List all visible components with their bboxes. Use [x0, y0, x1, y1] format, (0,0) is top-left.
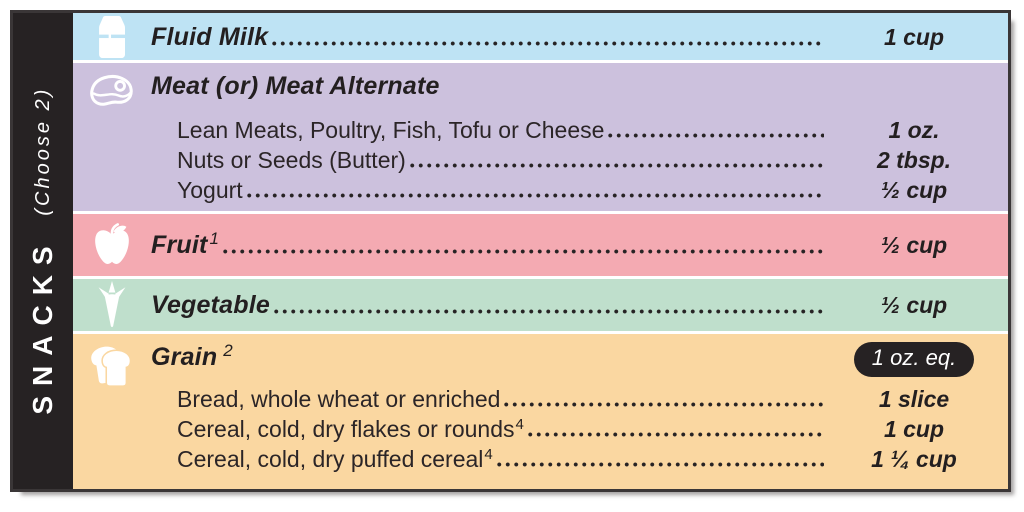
vegetable-line: Vegetable ½ cup — [151, 289, 998, 321]
leader-dots — [407, 163, 824, 168]
footnote-marker: 1 — [209, 229, 220, 248]
carrot-icon — [96, 281, 128, 329]
fluid-milk-line: Fluid Milk 1 cup — [151, 21, 998, 53]
row-content: Fluid Milk 1 cup — [151, 13, 1008, 60]
sidebar-title: SNACKS — [27, 236, 58, 415]
row-content: Grain 2 1 oz. eq. Bread, whole wheat or e… — [151, 334, 1008, 489]
apple-icon — [91, 222, 133, 268]
food-group-rows: Fluid Milk 1 cup Meat (or) M — [73, 13, 1008, 489]
snacks-meal-pattern-table: SNACKS (Choose 2) Fluid Milk 1 — [10, 10, 1011, 492]
sidebar-rotated-label: SNACKS (Choose 2) — [27, 87, 58, 415]
grain-item-line: Cereal, cold, dry flakes or rounds 4 1 cu… — [151, 414, 998, 444]
fruit-line: Fruit 1 ½ cup — [151, 229, 998, 261]
meat-heading-line: Meat (or) Meat Alternate — [151, 70, 998, 102]
icon-column — [73, 334, 151, 489]
leader-dots — [244, 193, 824, 198]
serving-amount: 2 tbsp. — [876, 147, 952, 173]
milk-carton-icon — [92, 15, 132, 59]
food-group-heading: Meat (or) Meat Alternate — [151, 72, 440, 100]
food-item-label: Yogurt — [177, 177, 243, 203]
serving-amount: 1 slice — [878, 386, 950, 412]
footnote-marker: 2 — [223, 341, 233, 360]
serving-amount: 1 cup — [883, 416, 945, 442]
serving-amount: ½ cup — [880, 177, 948, 203]
food-group-heading: Grain — [151, 343, 218, 371]
serving-amount: ½ cup — [880, 232, 948, 258]
serving-amount: ½ cup — [880, 292, 948, 318]
food-item-label: Lean Meats, Poultry, Fish, Tofu or Chees… — [177, 117, 605, 143]
leader-dots — [271, 309, 824, 314]
row-grain: Grain 2 1 oz. eq. Bread, whole wheat or e… — [73, 334, 1008, 489]
footnote-marker: 4 — [484, 446, 493, 463]
serving-amount: 1 cup — [883, 23, 945, 50]
row-fluid-milk: Fluid Milk 1 cup — [73, 13, 1008, 60]
food-item-label: Cereal, cold, dry puffed cereal — [177, 446, 484, 472]
food-item-label: Nuts or Seeds (Butter) — [177, 147, 406, 173]
row-content: Meat (or) Meat Alternate Lean Meats, Pou… — [151, 63, 1008, 211]
sidebar-subtitle: (Choose 2) — [32, 87, 54, 217]
meat-item-line: Yogurt ½ cup — [151, 175, 998, 205]
icon-column — [73, 63, 151, 211]
row-content: Vegetable ½ cup — [151, 279, 1008, 331]
leader-dots — [525, 432, 824, 437]
food-item-label: Cereal, cold, dry flakes or rounds — [177, 416, 515, 442]
snacks-sidebar: SNACKS (Choose 2) — [13, 13, 73, 489]
meat-item-line: Nuts or Seeds (Butter) 2 tbsp. — [151, 145, 998, 175]
food-group-heading: Vegetable — [151, 291, 270, 319]
grain-item-line: Bread, whole wheat or enriched 1 slice — [151, 384, 998, 414]
serving-amount: 1 ¼ cup — [871, 446, 957, 472]
leader-dots — [221, 249, 824, 254]
food-item-label: Bread, whole wheat or enriched — [177, 386, 501, 412]
row-fruit: Fruit 1 ½ cup — [73, 214, 1008, 276]
leader-dots — [606, 133, 824, 138]
meat-item-line: Lean Meats, Poultry, Fish, Tofu or Chees… — [151, 115, 998, 145]
meat-icon — [88, 72, 136, 116]
leader-dots — [494, 462, 824, 467]
leader-dots — [502, 402, 824, 407]
serving-amount-badge-cell: 1 oz. eq. — [830, 342, 998, 377]
bread-icon — [87, 343, 137, 389]
icon-column — [73, 13, 151, 60]
food-group-heading: Fruit — [151, 231, 208, 259]
serving-amount: 1 oz. — [888, 117, 940, 143]
footnote-marker: 4 — [515, 416, 524, 433]
grain-heading-line: Grain 2 1 oz. eq. — [151, 341, 998, 377]
row-vegetable: Vegetable ½ cup — [73, 279, 1008, 331]
row-content: Fruit 1 ½ cup — [151, 214, 1008, 276]
leader-dots — [270, 40, 824, 46]
row-meat-alternate: Meat (or) Meat Alternate Lean Meats, Pou… — [73, 63, 1008, 211]
food-group-heading: Fluid Milk — [151, 22, 269, 51]
icon-column — [73, 214, 151, 276]
grain-item-line: Cereal, cold, dry puffed cereal 4 1 ¼ cup — [151, 444, 998, 474]
icon-column — [73, 279, 151, 331]
oz-eq-badge: 1 oz. eq. — [853, 342, 975, 377]
